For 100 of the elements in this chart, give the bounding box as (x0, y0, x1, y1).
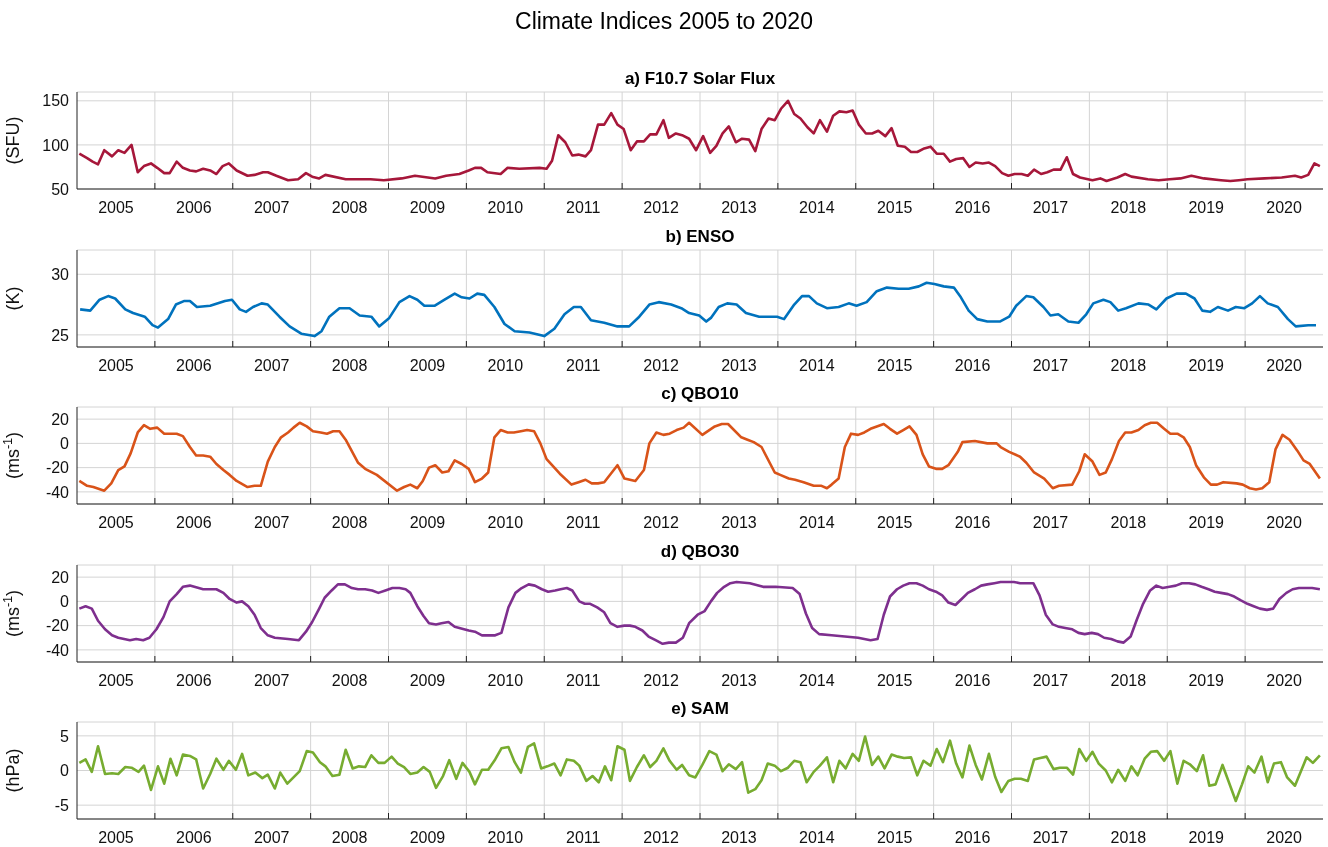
chart-title: b) ENSO (664, 225, 736, 248)
x-tick-label: 2014 (799, 514, 835, 531)
x-tick-label: 2007 (253, 356, 290, 374)
y-axis-title: (SFU) (3, 116, 23, 165)
x-tick-label: 2008 (331, 199, 368, 216)
x-tick-label: 2017 (1032, 356, 1069, 374)
chart-title: c) QBO10 (660, 383, 740, 405)
x-tick-label: 2006 (176, 199, 212, 216)
x-tick-label: 2010 (487, 199, 524, 216)
line-series (78, 580, 1322, 645)
x-tick-label: 2008 (331, 671, 368, 689)
chart-title: e) SAM (670, 698, 730, 720)
x-tick-label: 2012 (643, 356, 679, 374)
x-tick-label: 2016 (954, 829, 991, 846)
x-tick-label: 2020 (1266, 671, 1302, 689)
x-tick-label: 2006 (176, 829, 212, 846)
x-tick-label: 2009 (409, 199, 446, 216)
y-tick-label: -20 (45, 616, 70, 634)
y-tick-label: -40 (45, 483, 70, 501)
x-tick-label: 2019 (1188, 829, 1225, 846)
x-tick-label: 2009 (409, 829, 446, 846)
x-tick-label: 2011 (565, 356, 601, 374)
y-tick-label: 20 (51, 568, 70, 586)
x-tick-label: 2012 (643, 199, 679, 216)
x-tick-label: 2014 (799, 671, 835, 689)
x-tick-label: 2017 (1032, 671, 1069, 689)
x-tick-label: 2005 (98, 514, 134, 531)
x-tick-label: 2019 (1188, 514, 1225, 531)
x-tick-label: 2010 (487, 829, 524, 846)
x-tick-label: 2017 (1032, 514, 1069, 531)
text: Climate Indices 2005 to 2020 (514, 8, 814, 35)
x-tick-label: 2009 (409, 356, 446, 374)
x-tick-label: 2007 (253, 829, 290, 846)
x-tick-label: 2018 (1110, 199, 1147, 216)
x-tick-label: 2006 (176, 356, 212, 374)
x-tick-label: 2016 (954, 671, 991, 689)
x-tick-label: 2019 (1188, 199, 1225, 216)
x-tick-label: 2007 (253, 671, 290, 689)
x-tick-label: 2009 (409, 514, 446, 531)
x-tick-label: 2016 (954, 514, 991, 531)
x-tick-label: 2010 (487, 514, 524, 531)
x-tick-label: 2012 (643, 671, 679, 689)
x-tick-label: 2018 (1110, 356, 1147, 374)
x-tick-label: 2008 (331, 829, 368, 846)
x-tick-label: 2015 (876, 829, 913, 846)
x-tick-label: 2013 (721, 829, 757, 846)
y-tick-label: 100 (42, 136, 70, 154)
x-tick-label: 2019 (1188, 356, 1225, 374)
line-series (78, 735, 1322, 803)
x-tick-label: 2016 (954, 356, 991, 374)
x-tick-label: 2005 (98, 199, 134, 216)
y-tick-label: 50 (51, 180, 70, 198)
x-tick-label: 2013 (721, 671, 757, 689)
x-tick-label: 2007 (253, 514, 290, 531)
x-tick-label: 2013 (721, 199, 757, 216)
x-tick-label: 2008 (331, 356, 368, 374)
x-tick-label: 2012 (643, 829, 679, 846)
y-tick-label: -20 (45, 459, 70, 477)
x-tick-label: 2018 (1110, 514, 1147, 531)
x-tick-label: 2011 (565, 199, 601, 216)
line-series (78, 421, 1322, 492)
x-tick-label: 2006 (176, 514, 212, 531)
x-tick-label: 2017 (1032, 199, 1069, 216)
x-tick-label: 2012 (643, 514, 679, 531)
x-tick-label: 2005 (98, 671, 134, 689)
x-tick-label: 2005 (98, 356, 134, 374)
x-tick-label: 2018 (1110, 829, 1147, 846)
y-tick-label: 0 (60, 435, 70, 453)
x-tick-label: 2017 (1032, 829, 1069, 846)
x-tick-label: 2011 (565, 514, 601, 531)
y-tick-label: 30 (51, 265, 70, 283)
line-series (78, 99, 1322, 183)
y-tick-label: 0 (60, 592, 70, 610)
x-tick-label: 2011 (565, 671, 601, 689)
x-tick-label: 2016 (954, 199, 991, 216)
x-tick-label: 2015 (876, 356, 913, 374)
y-tick-label: 25 (51, 326, 70, 344)
x-tick-label: 2014 (799, 199, 835, 216)
y-tick-label: 0 (60, 762, 70, 780)
x-tick-label: 2015 (876, 671, 913, 689)
x-tick-label: 2019 (1188, 671, 1225, 689)
x-tick-label: 2007 (253, 199, 290, 216)
x-tick-label: 2008 (331, 514, 368, 531)
x-tick-label: 2011 (565, 829, 601, 846)
x-tick-label: 2014 (799, 356, 835, 374)
x-tick-label: 2020 (1266, 514, 1302, 531)
x-tick-label: 2010 (487, 671, 524, 689)
x-tick-label: 2014 (799, 829, 835, 846)
line-series (78, 280, 1318, 337)
x-tick-label: 2015 (876, 514, 913, 531)
x-tick-label: 2020 (1266, 829, 1302, 846)
x-tick-label: 2015 (876, 199, 913, 216)
x-tick-label: 2005 (98, 829, 134, 846)
chart-title: a) F10.7 Solar Flux (623, 68, 777, 90)
x-tick-label: 2006 (176, 671, 212, 689)
y-tick-label: 5 (60, 727, 70, 745)
y-tick-label: -40 (45, 641, 70, 659)
y-axis-title: (K) (3, 286, 23, 310)
x-tick-label: 2020 (1266, 199, 1302, 216)
y-tick-label: -5 (54, 796, 70, 814)
